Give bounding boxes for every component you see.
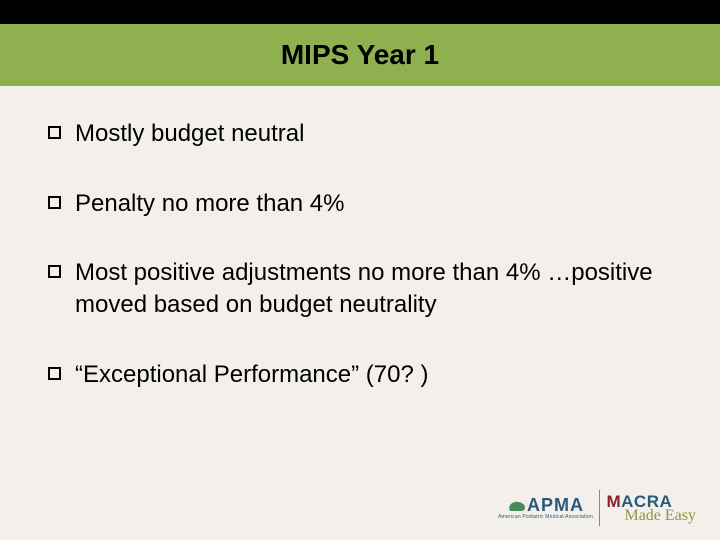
bullet-text: Most positive adjustments no more than 4… — [75, 257, 672, 320]
macra-logo: MACRA Made Easy — [606, 493, 696, 523]
bullet-square-icon — [48, 196, 61, 209]
top-strip — [0, 0, 720, 24]
bullet-text: Mostly budget neutral — [75, 118, 304, 150]
title-bar: MIPS Year 1 — [0, 24, 720, 86]
bullet-item: Penalty no more than 4% — [48, 188, 672, 220]
footer-logos: APMA American Podiatric Medical Associat… — [498, 490, 696, 526]
bullet-square-icon — [48, 367, 61, 380]
foot-icon — [507, 499, 527, 513]
apma-logo: APMA American Podiatric Medical Associat… — [498, 496, 593, 520]
macra-m: M — [606, 492, 621, 511]
apma-subtitle: American Podiatric Medical Association — [498, 514, 593, 520]
bullet-square-icon — [48, 126, 61, 139]
bullet-item: “Exceptional Performance” (70? ) — [48, 359, 672, 391]
logo-divider — [599, 490, 601, 526]
content-area: Mostly budget neutral Penalty no more th… — [0, 86, 720, 390]
slide-title: MIPS Year 1 — [281, 39, 439, 71]
apma-text: APMA — [527, 496, 584, 514]
bullet-text: Penalty no more than 4% — [75, 188, 345, 220]
bullet-item: Mostly budget neutral — [48, 118, 672, 150]
bullet-text: “Exceptional Performance” (70? ) — [75, 359, 428, 391]
made-easy-text: Made Easy — [624, 509, 696, 523]
bullet-square-icon — [48, 265, 61, 278]
bullet-item: Most positive adjustments no more than 4… — [48, 257, 672, 320]
